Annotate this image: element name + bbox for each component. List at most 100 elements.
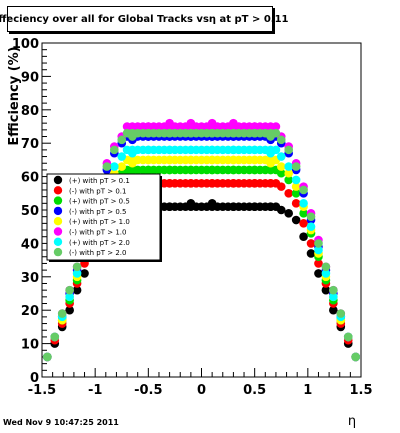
- y-tick-label: 50: [21, 204, 39, 219]
- chart-title: Effeciency over all for Global Tracks vs…: [0, 6, 289, 32]
- x-axis-ticks: -1.5 -1 -0.5 0 0.5 1 1.5: [28, 368, 373, 398]
- y-tick-label: 30: [21, 271, 39, 286]
- x-tick-label: -1.5: [28, 383, 56, 398]
- data-point: [284, 145, 293, 155]
- data-point: [284, 168, 293, 178]
- data-point: [72, 262, 82, 272]
- data-point: [314, 269, 323, 278]
- data-point: [65, 305, 74, 315]
- data-point: [276, 162, 286, 171]
- data-point: [271, 145, 281, 155]
- legend-box: [46, 173, 161, 261]
- data-point: [110, 145, 119, 155]
- legend-marker: [53, 175, 63, 185]
- data-point: [314, 245, 323, 255]
- legend-entry: (-) with pT > 2.0: [69, 249, 126, 257]
- data-point: [271, 202, 281, 211]
- legend-marker: [53, 206, 63, 216]
- legend: (+) with pT > 0.1 (-) with pT > 0.1 (+) wi…: [46, 173, 162, 262]
- legend-entry: (+) with pT > 0.1: [69, 177, 130, 185]
- data-point: [321, 285, 331, 295]
- y-tick-label: 90: [21, 70, 39, 85]
- data-point: [336, 309, 346, 318]
- x-tick-label: -1: [88, 383, 102, 398]
- legend-entry: (+) with pT > 0.5: [69, 198, 130, 206]
- data-point: [284, 162, 293, 171]
- data-point: [291, 189, 301, 198]
- data-point: [57, 309, 67, 318]
- y-tick-label: 60: [21, 171, 39, 186]
- data-point: [291, 162, 301, 171]
- legend-marker: [53, 196, 63, 205]
- data-point: [306, 212, 316, 221]
- y-tick-label: 80: [21, 104, 39, 119]
- data-point: [276, 152, 286, 161]
- legend-marker: [53, 237, 63, 246]
- data-point: [65, 292, 74, 302]
- data-point: [314, 259, 323, 268]
- data-point: [299, 219, 308, 228]
- data-point: [329, 285, 338, 295]
- data-point: [110, 162, 119, 171]
- y-tick-label: 10: [21, 338, 39, 353]
- data-point: [276, 135, 286, 145]
- data-point: [299, 185, 308, 195]
- data-point: [329, 292, 338, 302]
- data-point: [117, 152, 127, 161]
- x-tick-label: 1.5: [349, 383, 372, 398]
- data-point: [306, 222, 316, 231]
- data-point: [299, 232, 308, 242]
- data-point: [329, 305, 338, 315]
- data-point: [291, 199, 301, 208]
- data-point: [299, 199, 308, 208]
- x-tick-label: -0.5: [134, 383, 162, 398]
- data-point: [291, 182, 301, 191]
- x-axis-label: η: [348, 414, 356, 429]
- legend-marker: [53, 227, 63, 236]
- data-point: [72, 269, 82, 278]
- data-point: [102, 162, 112, 171]
- y-axis-ticks: 0 10 20 30 40 50 60 70 80 90 100: [12, 37, 51, 386]
- data-point: [117, 135, 127, 145]
- data-point: [291, 175, 301, 185]
- data-point: [306, 239, 316, 248]
- data-point: [271, 128, 281, 138]
- timestamp-footer: Wed Nov 9 10:47:25 2011: [3, 418, 119, 427]
- legend-marker: [53, 217, 63, 226]
- y-axis-label: Efficiency (%): [7, 46, 22, 145]
- y-tick-label: 20: [21, 304, 39, 319]
- y-tick-label: 100: [12, 37, 39, 52]
- data-point: [351, 352, 360, 362]
- data-point: [321, 269, 331, 278]
- data-point: [291, 215, 301, 225]
- data-point: [321, 262, 331, 272]
- y-tick-label: 40: [21, 237, 39, 252]
- x-tick-label: 1: [303, 383, 312, 398]
- data-point: [80, 269, 89, 278]
- legend-entry: (-) with pT > 1.0: [69, 229, 126, 237]
- data-point: [343, 332, 353, 342]
- legend-marker: [53, 247, 63, 257]
- data-point: [284, 189, 293, 198]
- data-point: [271, 178, 281, 188]
- data-point: [271, 122, 281, 131]
- legend-entry: (-) with pT > 0.1: [69, 187, 126, 195]
- y-tick-label: 70: [21, 137, 39, 152]
- data-point: [299, 209, 308, 218]
- legend-marker: [53, 186, 63, 195]
- data-point: [284, 209, 293, 218]
- data-point: [43, 352, 52, 362]
- data-point: [314, 239, 323, 248]
- legend-entry: (-) with pT > 0.5: [69, 208, 126, 216]
- data-point: [306, 249, 316, 258]
- legend-entry: (+) with pT > 1.0: [69, 218, 130, 226]
- data-point: [72, 285, 82, 295]
- data-point: [117, 162, 127, 171]
- y-tick-label: 0: [30, 371, 39, 386]
- legend-entry: (+) with pT > 2.0: [69, 239, 130, 247]
- data-point: [50, 332, 60, 342]
- data-point: [284, 175, 293, 185]
- x-tick-label: 0: [197, 383, 206, 398]
- data-point: [65, 285, 74, 295]
